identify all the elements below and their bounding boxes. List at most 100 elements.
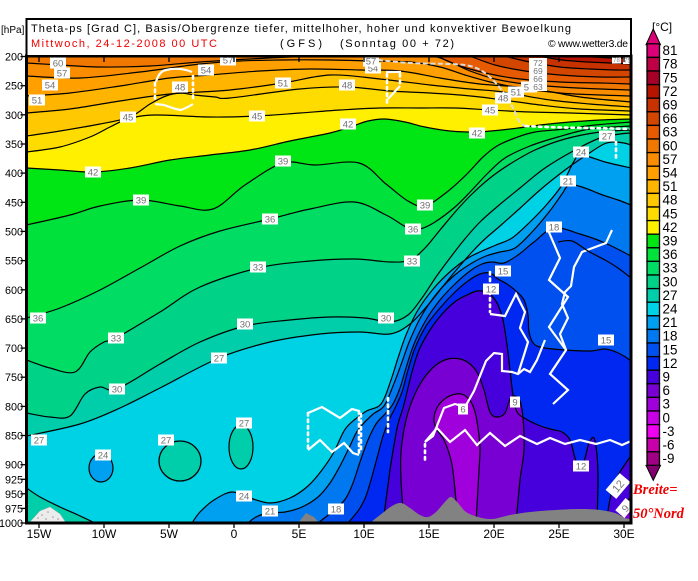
svg-text:72: 72: [663, 84, 678, 99]
svg-text:5E: 5E: [292, 527, 307, 541]
svg-text:57: 57: [663, 152, 678, 167]
svg-text:24: 24: [663, 302, 678, 317]
svg-text:57: 57: [366, 57, 377, 68]
svg-text:39: 39: [136, 196, 147, 207]
svg-text:900: 900: [5, 460, 23, 472]
svg-text:66: 66: [663, 111, 678, 126]
svg-text:6: 6: [663, 383, 670, 398]
svg-text:48: 48: [342, 81, 353, 92]
svg-text:9: 9: [663, 370, 670, 385]
svg-text:39: 39: [420, 201, 431, 212]
svg-text:300: 300: [5, 110, 23, 122]
svg-text:(Sonntag 00 + 72): (Sonntag 00 + 72): [340, 38, 454, 50]
svg-text:10E: 10E: [353, 527, 374, 541]
svg-text:[hPa]: [hPa]: [1, 25, 25, 36]
svg-text:42: 42: [663, 220, 678, 235]
svg-text:975: 975: [5, 503, 23, 515]
svg-text:24: 24: [239, 492, 250, 503]
svg-text:3: 3: [663, 397, 670, 412]
svg-text:200: 200: [5, 52, 23, 64]
svg-text:27: 27: [34, 436, 45, 447]
svg-text:20E: 20E: [483, 527, 504, 541]
svg-text:69: 69: [663, 98, 678, 113]
svg-text:30: 30: [240, 320, 251, 331]
svg-text:18: 18: [549, 223, 560, 234]
svg-text:54: 54: [368, 64, 379, 75]
svg-text:48: 48: [498, 94, 509, 105]
svg-text:57: 57: [57, 69, 68, 80]
svg-text:12: 12: [486, 285, 497, 296]
svg-text:-6: -6: [663, 438, 675, 453]
svg-text:81: 81: [663, 43, 678, 58]
svg-text:30E: 30E: [613, 527, 634, 541]
svg-text:45: 45: [252, 112, 263, 123]
svg-text:-3: -3: [663, 424, 675, 439]
svg-text:36: 36: [408, 225, 419, 236]
svg-text:66: 66: [533, 74, 543, 84]
svg-text:42: 42: [472, 129, 483, 140]
svg-text:33: 33: [111, 334, 122, 345]
svg-text:Theta-ps [Grad C], Basis/Oberg: Theta-ps [Grad C], Basis/Obergrenze tief…: [31, 23, 571, 35]
svg-text:75: 75: [624, 59, 631, 65]
svg-text:25E: 25E: [548, 527, 569, 541]
svg-text:Breite=: Breite=: [632, 482, 678, 498]
svg-text:9: 9: [620, 503, 632, 515]
svg-text:42: 42: [88, 168, 99, 179]
svg-text:42: 42: [343, 120, 354, 131]
svg-text:27: 27: [161, 436, 172, 447]
svg-text:21: 21: [265, 507, 276, 518]
svg-text:75: 75: [663, 70, 678, 85]
svg-text:12: 12: [576, 462, 587, 473]
svg-text:400: 400: [5, 168, 23, 180]
svg-text:51: 51: [511, 88, 522, 99]
svg-text:30: 30: [381, 314, 392, 325]
svg-text:36: 36: [265, 215, 276, 226]
svg-text:15: 15: [498, 267, 509, 278]
svg-text:24: 24: [576, 148, 587, 159]
svg-text:54: 54: [201, 66, 212, 77]
svg-text:33: 33: [407, 257, 418, 268]
svg-text:54: 54: [663, 166, 678, 181]
svg-text:Mittwoch, 24-12-2008 00 UTC: Mittwoch, 24-12-2008 00 UTC: [31, 38, 217, 50]
svg-text:33: 33: [253, 263, 264, 274]
svg-text:48: 48: [175, 83, 186, 94]
svg-text:350: 350: [5, 139, 23, 151]
svg-text:650: 650: [5, 314, 23, 326]
svg-text:30: 30: [112, 385, 123, 396]
svg-text:50°Nord: 50°Nord: [633, 506, 685, 522]
svg-text:36: 36: [663, 247, 678, 262]
svg-text:78: 78: [663, 57, 678, 72]
svg-text:925: 925: [5, 474, 23, 486]
svg-text:750: 750: [5, 372, 23, 384]
svg-text:250: 250: [5, 81, 23, 93]
svg-text:6: 6: [460, 405, 465, 416]
svg-text:0: 0: [231, 527, 238, 541]
svg-text:18: 18: [331, 505, 342, 516]
svg-text:30: 30: [663, 274, 678, 289]
svg-text:15W: 15W: [27, 527, 52, 541]
svg-text:51: 51: [278, 79, 289, 90]
svg-text:800: 800: [5, 401, 23, 413]
svg-text:12: 12: [663, 356, 678, 371]
svg-text:9: 9: [512, 398, 517, 409]
svg-text:-9: -9: [663, 451, 675, 466]
svg-text:39: 39: [278, 157, 289, 168]
svg-text:33: 33: [663, 261, 678, 276]
svg-text:60: 60: [663, 138, 678, 153]
svg-text:15: 15: [663, 342, 678, 357]
svg-text:15E: 15E: [418, 527, 439, 541]
svg-text:69: 69: [533, 66, 543, 76]
svg-text:72: 72: [533, 58, 543, 68]
svg-text:51: 51: [663, 179, 678, 194]
svg-text:63: 63: [663, 125, 678, 140]
svg-text:500: 500: [5, 226, 23, 238]
svg-text:27: 27: [663, 288, 678, 303]
svg-text:36: 36: [33, 314, 44, 325]
svg-text:78: 78: [613, 58, 620, 64]
svg-text:45: 45: [123, 113, 134, 124]
svg-text:850: 850: [5, 431, 23, 443]
svg-text:27: 27: [602, 132, 613, 143]
svg-text:21: 21: [563, 177, 574, 188]
svg-text:48: 48: [663, 193, 678, 208]
svg-text:27: 27: [214, 354, 225, 365]
